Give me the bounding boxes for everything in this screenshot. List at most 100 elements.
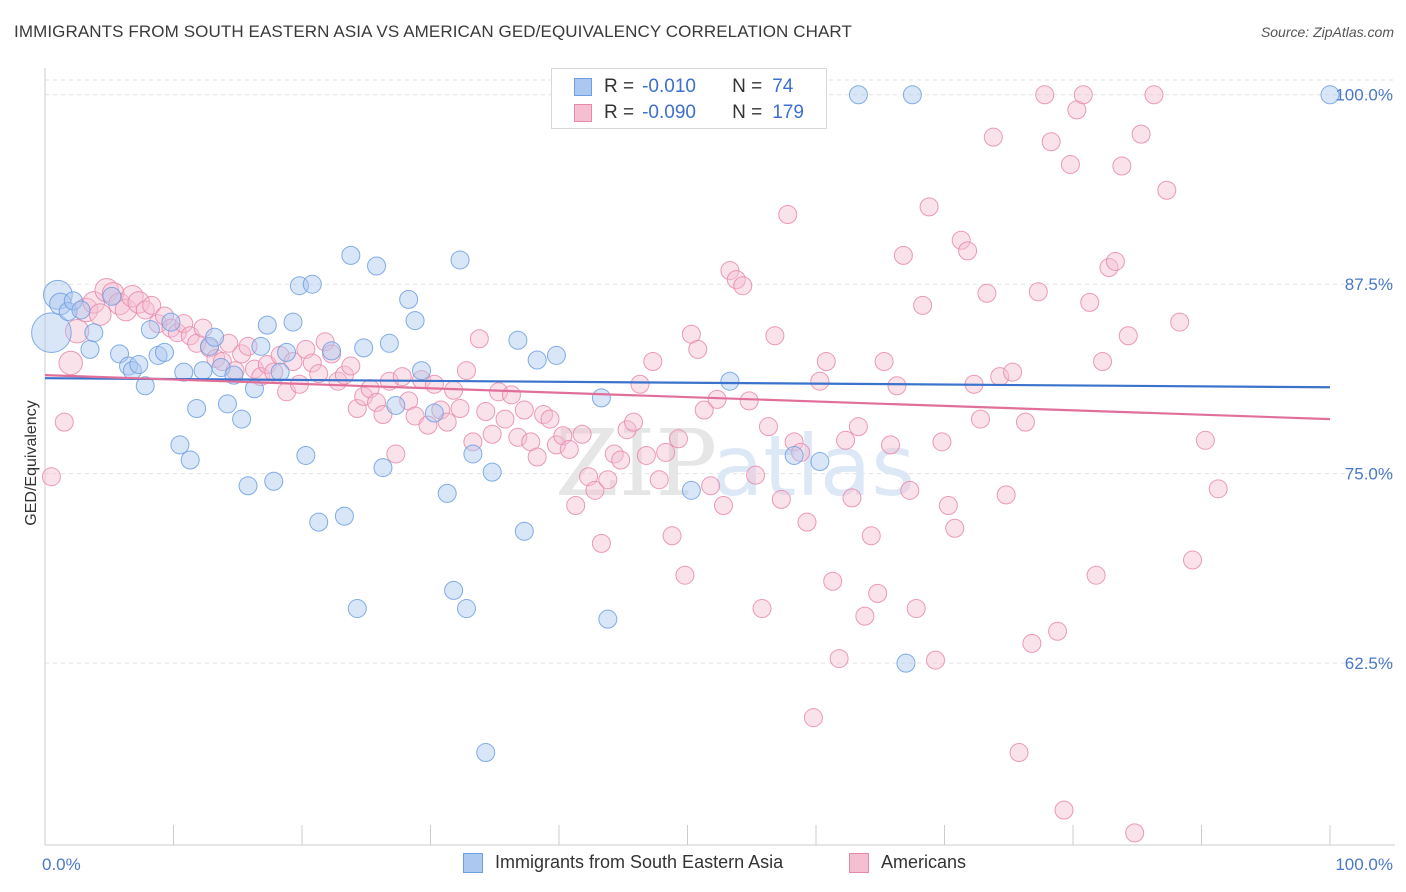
point-americans xyxy=(1054,800,1074,820)
point-immigrants xyxy=(508,330,528,350)
point-americans xyxy=(591,533,611,553)
point-americans xyxy=(1073,85,1093,105)
legend-n-value-blue: 74 xyxy=(772,76,794,97)
legend-item-immigrants[interactable]: Immigrants from South Eastern Asia xyxy=(463,852,783,873)
point-immigrants xyxy=(1320,85,1340,105)
point-americans xyxy=(649,470,669,490)
point-americans xyxy=(887,376,907,396)
point-americans xyxy=(476,402,496,422)
point-immigrants xyxy=(270,362,290,382)
legend-r-label: R = xyxy=(604,76,635,97)
point-immigrants xyxy=(49,292,72,316)
point-immigrants xyxy=(42,279,73,310)
point-americans xyxy=(1035,85,1055,105)
point-americans xyxy=(88,303,112,326)
point-americans xyxy=(1131,124,1151,144)
point-immigrants xyxy=(135,376,155,396)
point-immigrants xyxy=(810,452,830,472)
point-americans xyxy=(121,285,144,308)
trend-lines xyxy=(44,374,1331,421)
point-americans xyxy=(232,344,252,364)
point-americans xyxy=(251,367,271,387)
point-americans xyxy=(784,432,804,452)
point-americans xyxy=(688,339,708,359)
y-tick-label: 87.5% xyxy=(1345,275,1393,294)
point-immigrants xyxy=(71,300,91,320)
point-americans xyxy=(836,430,856,450)
point-americans xyxy=(861,526,881,546)
point-americans xyxy=(643,351,663,371)
point-americans xyxy=(630,374,650,394)
chart-title: IMMIGRANTS FROM SOUTH EASTERN ASIA VS AM… xyxy=(14,22,852,41)
point-americans xyxy=(1022,633,1042,653)
point-americans xyxy=(970,409,990,429)
legend-item-americans[interactable]: Americans xyxy=(849,852,966,873)
point-americans xyxy=(656,442,676,462)
point-immigrants xyxy=(450,250,470,270)
point-americans xyxy=(64,318,90,344)
point-immigrants xyxy=(681,480,701,500)
point-immigrants xyxy=(296,445,316,465)
point-americans xyxy=(1112,156,1132,176)
point-americans xyxy=(1183,550,1203,570)
point-americans xyxy=(1009,743,1029,763)
point-americans xyxy=(264,362,284,382)
point-immigrants xyxy=(283,312,303,332)
point-americans xyxy=(611,450,631,470)
point-immigrants xyxy=(367,256,387,276)
point-immigrants xyxy=(217,394,237,414)
legend-label-immigrants: Immigrants from South Eastern Asia xyxy=(495,852,784,872)
point-americans xyxy=(829,649,849,669)
point-americans xyxy=(1080,292,1100,312)
point-immigrants xyxy=(437,483,457,503)
point-immigrants xyxy=(80,339,100,359)
point-americans xyxy=(1105,251,1125,271)
point-americans xyxy=(108,292,131,316)
point-americans xyxy=(309,364,329,384)
legend-swatch-pink xyxy=(574,104,592,122)
point-americans xyxy=(797,512,817,532)
point-immigrants xyxy=(720,371,740,391)
legend-label-americans: Americans xyxy=(881,852,967,872)
tick-labels: 62.5% 75.0% 87.5% 100.0% 0.0% 100.0% xyxy=(42,86,1393,874)
point-americans xyxy=(669,429,689,449)
point-americans xyxy=(508,427,528,447)
correlation-legend: R = -0.010 N = 74 R = -0.090 N = 179 xyxy=(551,68,827,129)
point-immigrants xyxy=(193,361,213,381)
point-americans xyxy=(945,518,965,538)
y-tick-label: 100.0% xyxy=(1335,86,1393,105)
point-immigrants xyxy=(399,289,419,309)
point-americans xyxy=(694,400,714,420)
point-immigrants xyxy=(140,320,160,340)
point-immigrants xyxy=(373,458,393,478)
data-points xyxy=(31,85,1340,843)
point-americans xyxy=(1048,621,1068,641)
point-americans xyxy=(347,398,367,418)
point-immigrants xyxy=(476,743,496,763)
point-immigrants xyxy=(444,580,464,600)
point-americans xyxy=(1170,312,1190,332)
point-americans xyxy=(456,361,476,381)
point-immigrants xyxy=(170,435,190,455)
point-americans xyxy=(893,245,913,265)
point-americans xyxy=(810,371,830,391)
point-americans xyxy=(302,353,322,373)
point-americans xyxy=(501,385,521,405)
point-americans xyxy=(662,526,682,546)
point-americans xyxy=(482,424,502,444)
legend-n-value-pink: 179 xyxy=(772,102,804,123)
point-americans xyxy=(823,571,843,591)
point-americans xyxy=(675,565,695,585)
point-immigrants xyxy=(591,388,611,408)
point-americans xyxy=(1041,132,1061,152)
point-americans xyxy=(624,412,644,432)
y-tick-label: 62.5% xyxy=(1345,654,1393,673)
point-americans xyxy=(874,351,894,371)
legend-r-value-blue: -0.010 xyxy=(642,76,696,97)
point-americans xyxy=(405,406,425,426)
point-immigrants xyxy=(129,355,149,375)
legend-n-label: N = xyxy=(732,102,763,123)
point-immigrants xyxy=(456,599,476,619)
trend-line-americans xyxy=(44,374,1331,421)
point-americans xyxy=(437,412,457,432)
